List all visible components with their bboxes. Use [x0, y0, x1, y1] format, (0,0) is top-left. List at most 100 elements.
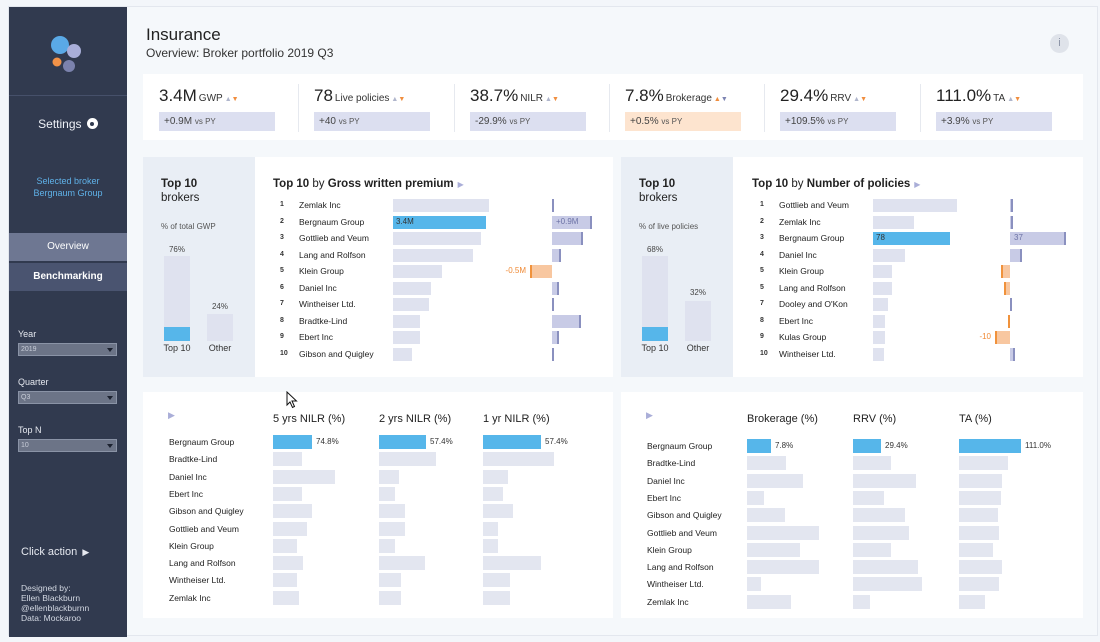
value-bar[interactable] [393, 298, 429, 311]
metric-bar[interactable] [483, 486, 503, 501]
value-bar[interactable] [873, 248, 905, 262]
value-bar[interactable] [873, 298, 888, 311]
play-icon[interactable]: ▶ [457, 180, 464, 189]
other-share-column[interactable] [685, 301, 711, 341]
delta-bar[interactable] [1004, 281, 1010, 295]
metric-bar[interactable] [959, 525, 999, 540]
metric-bar[interactable] [959, 456, 1008, 471]
kpi-card[interactable]: 111.0% TA ▲▼ +3.9% vs PY [920, 74, 1075, 140]
metric-bar[interactable] [379, 486, 395, 501]
metric-bar[interactable] [747, 542, 800, 557]
metric-bar[interactable] [747, 594, 791, 609]
value-bar[interactable] [393, 248, 473, 262]
metric-bar[interactable] [853, 508, 905, 523]
metric-bar[interactable] [483, 521, 498, 536]
metric-bar[interactable] [747, 560, 819, 575]
ranking-row[interactable]: 9 Kulas Group -10 [760, 331, 1070, 345]
ranking-row[interactable]: 4 Daniel Inc [760, 248, 1070, 263]
ranking-row[interactable]: 6 Daniel Inc [280, 281, 590, 296]
value-bar[interactable] [393, 314, 420, 328]
metric-bar[interactable] [959, 508, 998, 523]
ranking-row[interactable]: 3 Gottlieb and Veum [280, 232, 590, 246]
delta-bar[interactable] [552, 331, 559, 344]
value-bar[interactable] [393, 331, 420, 344]
top-share-column[interactable] [642, 256, 668, 341]
topn-select[interactable]: 10 [18, 439, 117, 452]
delta-bar[interactable] [995, 331, 1010, 344]
ranking-row[interactable]: 3 Bergnaum Group 78 37 [760, 232, 1070, 246]
metric-bar[interactable] [379, 435, 426, 449]
metric-bar[interactable] [483, 573, 510, 588]
play-icon[interactable]: ▶ [646, 410, 653, 420]
ranking-row[interactable]: 10 Gibson and Quigley [280, 347, 590, 362]
nav-benchmarking-button[interactable]: Benchmarking [9, 263, 127, 291]
metric-bar[interactable] [483, 556, 541, 571]
delta-bar[interactable] [1010, 347, 1015, 361]
metric-bar[interactable] [853, 439, 881, 453]
delta-bar[interactable] [552, 314, 581, 328]
settings-button[interactable]: Settings [9, 117, 127, 131]
metric-bar[interactable] [747, 439, 771, 453]
metric-bar[interactable] [959, 542, 993, 557]
metric-bar[interactable] [853, 525, 909, 540]
metric-bar[interactable] [853, 473, 916, 488]
metric-bar[interactable] [959, 577, 999, 592]
delta-bar[interactable] [552, 232, 583, 245]
ranking-row[interactable]: 10 Wintheiser Ltd. [760, 347, 1070, 362]
metric-bar[interactable] [853, 456, 891, 471]
metric-bar[interactable] [853, 594, 870, 609]
metric-bar[interactable] [959, 560, 1002, 575]
metric-bar[interactable] [379, 573, 401, 588]
value-bar[interactable] [393, 199, 489, 212]
metric-bar[interactable] [273, 452, 302, 467]
delta-bar[interactable] [552, 248, 561, 262]
metric-bar[interactable] [853, 542, 891, 557]
metric-bar[interactable] [273, 521, 307, 536]
kpi-card[interactable]: 3.4M GWP ▲▼ +0.9M vs PY [143, 74, 298, 140]
click-action-button[interactable]: Click action ▶ [21, 546, 89, 558]
value-bar[interactable] [393, 215, 486, 229]
metric-bar[interactable] [959, 490, 1001, 505]
top-share-column[interactable] [164, 256, 190, 341]
ranking-row[interactable]: 2 Zemlak Inc [760, 215, 1070, 230]
value-bar[interactable] [873, 347, 884, 361]
play-icon[interactable]: ▶ [914, 180, 921, 189]
metric-bar[interactable] [273, 590, 299, 605]
metric-bar[interactable] [747, 577, 761, 592]
delta-bar[interactable] [552, 215, 592, 229]
value-bar[interactable] [393, 281, 431, 295]
ranking-row[interactable]: 8 Bradtke-Lind [280, 314, 590, 329]
ranking-row[interactable]: 1 Zemlak Inc [280, 199, 590, 213]
metric-bar[interactable] [483, 435, 541, 449]
value-bar[interactable] [873, 199, 957, 212]
value-bar[interactable] [873, 314, 885, 328]
metric-bar[interactable] [853, 560, 918, 575]
metric-bar[interactable] [483, 504, 513, 519]
metric-bar[interactable] [747, 473, 803, 488]
metric-bar[interactable] [959, 439, 1021, 453]
quarter-select[interactable]: Q3 [18, 391, 117, 404]
kpi-card[interactable]: 29.4% RRV ▲▼ +109.5% vs PY [764, 74, 919, 140]
ranking-row[interactable]: 2 Bergnaum Group 3.4M +0.9M [280, 215, 592, 230]
metric-bar[interactable] [747, 508, 785, 523]
value-bar[interactable] [873, 265, 892, 278]
play-icon[interactable]: ▶ [168, 410, 175, 420]
ranking-row[interactable]: 5 Klein Group [760, 265, 1070, 279]
kpi-card[interactable]: 7.8% Brokerage ▲▼ +0.5% vs PY [609, 74, 764, 140]
metric-bar[interactable] [379, 590, 401, 605]
metric-bar[interactable] [273, 556, 303, 571]
metric-bar[interactable] [483, 590, 510, 605]
value-bar[interactable] [873, 215, 914, 229]
metric-bar[interactable] [273, 504, 312, 519]
value-bar[interactable] [873, 331, 885, 344]
ranking-row[interactable]: 7 Dooley and O'Kon [760, 298, 1070, 312]
metric-bar[interactable] [747, 490, 764, 505]
delta-bar[interactable] [530, 265, 552, 278]
metric-bar[interactable] [853, 490, 884, 505]
metric-bar[interactable] [959, 594, 985, 609]
metric-bar[interactable] [273, 486, 302, 501]
metric-bar[interactable] [379, 469, 399, 484]
ranking-row[interactable]: 7 Wintheiser Ltd. [280, 298, 590, 312]
delta-bar[interactable] [1010, 248, 1022, 262]
metric-bar[interactable] [379, 504, 405, 519]
